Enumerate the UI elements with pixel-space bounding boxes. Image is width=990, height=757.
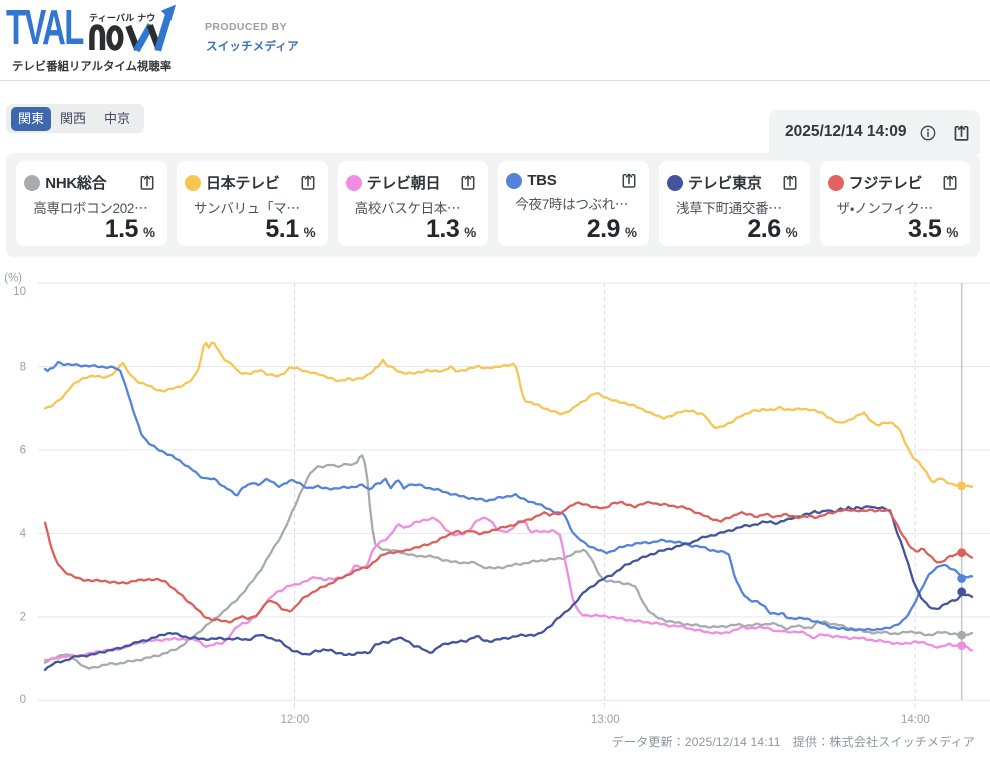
svg-text:10: 10 [13, 286, 26, 298]
svg-text:8: 8 [20, 361, 26, 373]
svg-text:12:00: 12:00 [281, 714, 310, 726]
svg-text:13:00: 13:00 [591, 714, 620, 726]
svg-text:6: 6 [20, 445, 26, 457]
svg-text:4: 4 [20, 528, 27, 540]
svg-text:2: 2 [20, 611, 26, 623]
svg-text:14:00: 14:00 [901, 714, 930, 726]
svg-text:0: 0 [20, 694, 26, 706]
svg-text:(%): (%) [4, 273, 22, 285]
